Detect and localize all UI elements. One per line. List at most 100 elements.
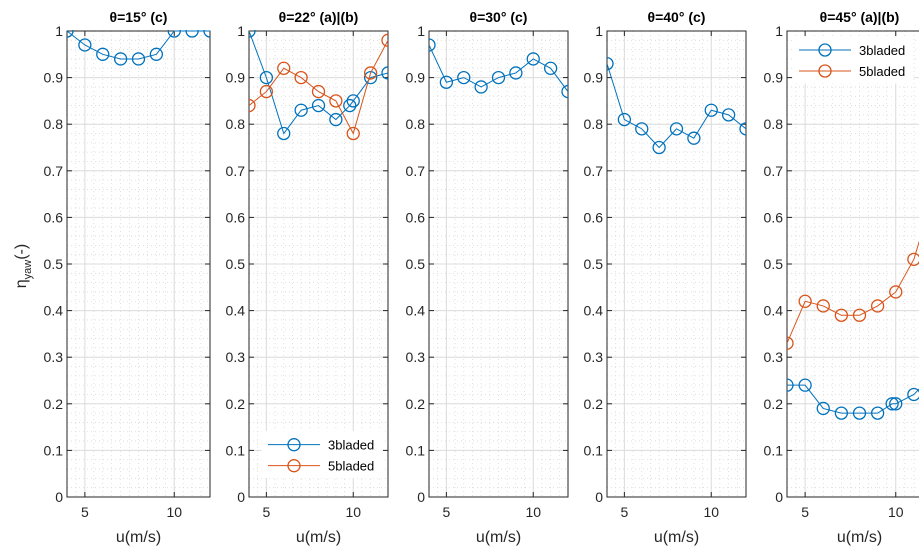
legend: 3bladed 5bladed bbox=[261, 431, 383, 479]
x-axis-label: u(m/s) bbox=[654, 529, 699, 546]
y-tick-label: 0.4 bbox=[406, 303, 426, 319]
y-tick-label: 0.2 bbox=[226, 396, 246, 412]
data-point-5bladed bbox=[294, 70, 308, 85]
data-point-3bladed bbox=[429, 38, 436, 52]
series-line-5bladed bbox=[249, 40, 388, 135]
y-tick-label: 1 bbox=[595, 23, 603, 39]
major-grid bbox=[787, 30, 919, 498]
data-point-3bladed bbox=[363, 70, 378, 85]
data-point-3bladed bbox=[704, 103, 718, 117]
data-point-3bladed bbox=[669, 122, 684, 136]
panel-5: 0 0.1 0.2 0.3 0.4 0.5 0.6 0.7 0.8 0.9 1 5 10 u(m/s) θ=… bbox=[764, 9, 919, 546]
series-line-5bladed bbox=[787, 240, 919, 344]
y-tick-label: 0.2 bbox=[584, 396, 604, 412]
data-point-3bladed bbox=[439, 75, 454, 89]
y-tick-label: 0.9 bbox=[406, 70, 426, 86]
x-tick-label: 5 bbox=[81, 504, 89, 520]
y-tick-label: 1 bbox=[55, 23, 63, 39]
data-point-5bladed bbox=[798, 294, 812, 308]
legend-marker-5bladed bbox=[818, 64, 832, 78]
y-tick-label: 0.5 bbox=[226, 256, 246, 272]
data-point-3bladed bbox=[249, 30, 256, 38]
y-tick-label: 0.7 bbox=[226, 163, 246, 179]
shared-y-axis-label: ηyaw(-) bbox=[13, 244, 34, 288]
series-line-3bladed bbox=[249, 30, 388, 135]
y-tick-label: 0.4 bbox=[764, 303, 784, 319]
y-tick-label: 0.2 bbox=[764, 396, 784, 412]
y-tick-label: 0.1 bbox=[44, 442, 64, 458]
data-point-5bladed bbox=[363, 66, 378, 80]
y-tick-label: 0 bbox=[775, 489, 783, 505]
data-point-3bladed bbox=[652, 140, 666, 155]
y-tick-label: 0.6 bbox=[226, 209, 246, 225]
panel-title: θ=30° (c) bbox=[470, 9, 528, 25]
data-point-3bladed bbox=[167, 30, 181, 38]
legend-label-3bladed: 3bladed bbox=[328, 438, 374, 453]
y-tick-label: 0.7 bbox=[406, 163, 426, 179]
panel-title: θ=22° (a)|(b) bbox=[279, 9, 359, 25]
data-point-5bladed bbox=[816, 299, 830, 313]
y-tick-label: 0.4 bbox=[584, 303, 604, 319]
data-point-3bladed bbox=[721, 108, 736, 122]
data-point-3bladed bbox=[561, 84, 568, 99]
y-tick-label: 0.9 bbox=[44, 70, 64, 86]
panel-title: θ=45° (a)|(b) bbox=[820, 9, 900, 25]
data-point-3bladed bbox=[526, 52, 540, 66]
data-point-5bladed bbox=[346, 126, 360, 141]
y-tick-label: 0.8 bbox=[584, 116, 604, 132]
panel-1: 0 0.1 0.2 0.3 0.4 0.5 0.6 0.7 0.8 0.9 1 5 10 u(m/s) θ=… bbox=[44, 9, 211, 546]
data-point-3bladed bbox=[491, 70, 506, 85]
legend: 3bladed 5bladed bbox=[792, 36, 914, 84]
legend-marker-3bladed bbox=[818, 43, 832, 57]
legend-label-5bladed: 5bladed bbox=[859, 64, 905, 79]
y-tick-label: 0.7 bbox=[764, 163, 784, 179]
data-point-3bladed bbox=[149, 47, 164, 61]
x-axis-label: u(m/s) bbox=[296, 529, 341, 546]
data-point-3bladed bbox=[343, 98, 357, 113]
y-tick-label: 0.7 bbox=[44, 163, 64, 179]
y-tick-label: 1 bbox=[237, 23, 245, 39]
data-point-3bladed bbox=[889, 397, 903, 411]
y-tick-label: 0.9 bbox=[226, 70, 246, 86]
y-tick-label: 0.2 bbox=[44, 396, 64, 412]
y-tick-label: 0.1 bbox=[406, 442, 426, 458]
y-tick-label: 0.7 bbox=[584, 163, 604, 179]
data-point-3bladed bbox=[329, 112, 343, 127]
y-tick-label: 0.6 bbox=[44, 209, 64, 225]
data-point-3bladed bbox=[907, 387, 919, 402]
data-point-5bladed bbox=[277, 61, 291, 75]
y-tick-label: 0.5 bbox=[406, 256, 426, 272]
x-axis-label: u(m/s) bbox=[476, 529, 521, 546]
data-point-5bladed bbox=[249, 98, 256, 113]
y-tick-label: 0.6 bbox=[764, 209, 784, 225]
data-point-3bladed bbox=[346, 94, 360, 108]
y-tick-label: 0.3 bbox=[584, 349, 604, 365]
data-point-3bladed bbox=[131, 52, 146, 66]
panel-3: 0 0.1 0.2 0.3 0.4 0.5 0.6 0.7 0.8 0.9 1 5 10u(m/s) θ=… bbox=[406, 9, 569, 546]
data-point-3bladed bbox=[635, 122, 649, 136]
y-tick-label: 0.4 bbox=[226, 303, 246, 319]
data-point-5bladed bbox=[870, 299, 885, 313]
x-tick-label: 5 bbox=[262, 504, 270, 520]
legend-label-5bladed: 5bladed bbox=[328, 459, 374, 474]
y-tick-label: 0.5 bbox=[44, 256, 64, 272]
y-tick-label: 0.6 bbox=[584, 209, 604, 225]
data-point-3bladed bbox=[311, 98, 326, 113]
legend-marker-3bladed bbox=[287, 438, 301, 452]
data-point-5bladed bbox=[381, 33, 388, 47]
y-tick-label: 0.9 bbox=[764, 70, 784, 86]
data-point-3bladed bbox=[543, 61, 558, 75]
y-tick-label: 0.3 bbox=[764, 349, 784, 365]
y-tick-label: 0.9 bbox=[584, 70, 604, 86]
x-tick-label: 5 bbox=[442, 504, 450, 520]
y-tick-label: 0.2 bbox=[406, 396, 426, 412]
data-point-5bladed bbox=[889, 285, 903, 299]
panel-title: θ=40° (c) bbox=[648, 9, 706, 25]
x-tick-label: 10 bbox=[166, 504, 182, 520]
data-point-3bladed bbox=[852, 406, 867, 420]
data-point-5bladed bbox=[787, 336, 794, 350]
y-tick-label: 1 bbox=[775, 23, 783, 39]
data-point-5bladed bbox=[259, 84, 274, 99]
y-tick-label: 0.3 bbox=[226, 349, 246, 365]
x-tick-label: 5 bbox=[620, 504, 628, 520]
